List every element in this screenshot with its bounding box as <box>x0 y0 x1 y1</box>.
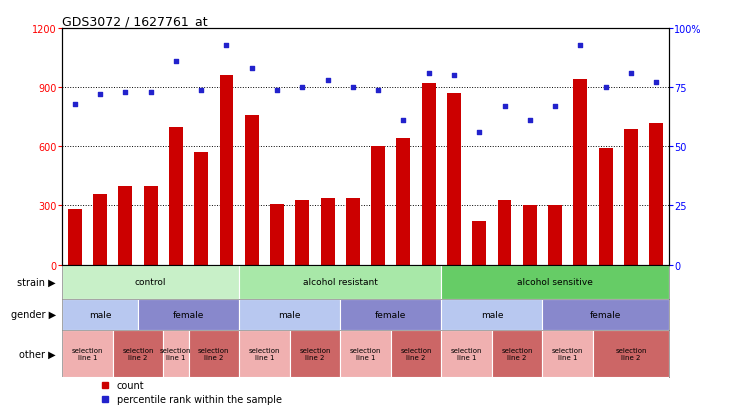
Bar <box>492 330 542 377</box>
Point <box>499 104 510 110</box>
Point <box>575 42 586 49</box>
Bar <box>289 330 340 377</box>
Text: female: female <box>173 310 204 319</box>
Text: alcohol resistant: alcohol resistant <box>303 278 378 287</box>
Text: other ▶: other ▶ <box>20 349 56 358</box>
Bar <box>62 330 113 377</box>
Text: male: male <box>279 310 301 319</box>
Point <box>600 85 612 91</box>
Bar <box>189 330 239 377</box>
Point <box>398 118 409 124</box>
Point <box>347 85 359 91</box>
Bar <box>239 330 289 377</box>
Bar <box>498 200 512 265</box>
Text: control: control <box>135 278 167 287</box>
Point <box>145 89 156 96</box>
Point <box>423 71 434 77</box>
Text: alcohol sensitive: alcohol sensitive <box>517 278 593 287</box>
Point <box>297 85 308 91</box>
Text: female: female <box>590 310 621 319</box>
Bar <box>340 330 391 377</box>
Bar <box>396 139 410 265</box>
Text: selection
line 2: selection line 2 <box>616 347 647 360</box>
Point <box>448 73 460 79</box>
Text: strain ▶: strain ▶ <box>18 277 56 287</box>
Point <box>69 101 80 108</box>
Point <box>549 104 561 110</box>
Bar <box>169 127 183 265</box>
Bar <box>219 76 233 265</box>
Bar <box>340 299 442 330</box>
Text: male: male <box>481 310 503 319</box>
Bar <box>245 116 259 265</box>
Bar <box>239 265 442 299</box>
Text: selection
line 1: selection line 1 <box>552 347 583 360</box>
Text: selection
line 1: selection line 1 <box>72 347 103 360</box>
Text: selection
line 2: selection line 2 <box>401 347 432 360</box>
Point <box>221 42 232 49</box>
Bar <box>624 129 638 265</box>
Bar <box>573 80 587 265</box>
Bar <box>542 299 669 330</box>
Bar <box>144 186 158 265</box>
Bar <box>472 222 486 265</box>
Bar <box>442 299 542 330</box>
Bar <box>346 198 360 265</box>
Bar <box>93 194 107 265</box>
Bar <box>62 299 138 330</box>
Text: selection
line 2: selection line 2 <box>299 347 330 360</box>
Text: selection
line 1: selection line 1 <box>249 347 280 360</box>
Bar <box>593 330 669 377</box>
Point <box>195 87 207 94</box>
Text: male: male <box>88 310 111 319</box>
Bar <box>68 210 82 265</box>
Bar <box>321 198 335 265</box>
Bar <box>548 206 562 265</box>
Point <box>119 89 131 96</box>
Bar <box>422 84 436 265</box>
Bar <box>270 205 284 265</box>
Bar <box>442 330 492 377</box>
Text: GDS3072 / 1627761_at: GDS3072 / 1627761_at <box>62 15 208 28</box>
Text: selection
line 2: selection line 2 <box>198 347 230 360</box>
Point <box>625 71 637 77</box>
Bar <box>113 330 163 377</box>
Text: selection
line 1: selection line 1 <box>349 347 382 360</box>
Text: selection
line 2: selection line 2 <box>501 347 533 360</box>
Text: count: count <box>117 380 144 389</box>
Bar <box>649 123 663 265</box>
Bar <box>163 330 189 377</box>
Bar <box>442 265 669 299</box>
Text: female: female <box>375 310 406 319</box>
Bar <box>239 299 340 330</box>
Bar <box>138 299 239 330</box>
Text: selection
line 1: selection line 1 <box>451 347 482 360</box>
Bar <box>194 153 208 265</box>
Bar <box>295 200 309 265</box>
Point <box>271 87 283 94</box>
Point <box>372 87 384 94</box>
Point <box>474 129 485 136</box>
Point <box>246 66 257 72</box>
Point <box>524 118 536 124</box>
Point <box>170 59 182 65</box>
Bar <box>371 147 385 265</box>
Text: selection
line 2: selection line 2 <box>122 347 154 360</box>
Bar <box>391 330 442 377</box>
Bar <box>118 186 132 265</box>
Bar <box>447 94 461 265</box>
Text: gender ▶: gender ▶ <box>11 310 56 320</box>
Bar <box>542 330 593 377</box>
Bar <box>599 149 613 265</box>
Bar <box>523 206 537 265</box>
Point <box>94 92 106 98</box>
Text: selection
line 1: selection line 1 <box>160 347 192 360</box>
Point <box>651 80 662 86</box>
Text: percentile rank within the sample: percentile rank within the sample <box>117 394 281 404</box>
Point <box>322 78 333 84</box>
Bar <box>62 265 239 299</box>
